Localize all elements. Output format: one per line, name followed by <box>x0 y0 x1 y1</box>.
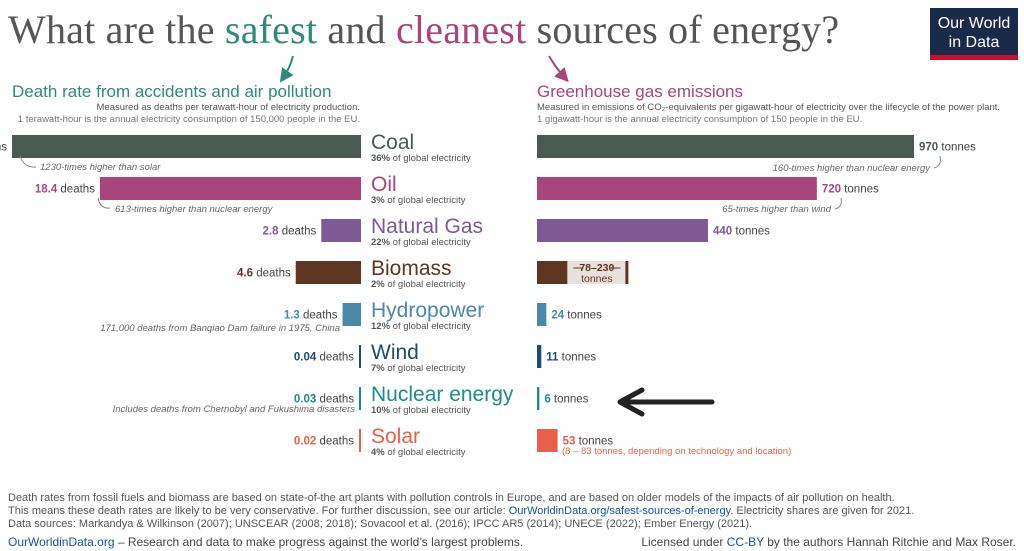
article-link[interactable]: OurWorldinData.org/safest-sources-of-ene… <box>508 505 731 517</box>
death-value-oil: 18.4 deaths <box>35 184 95 196</box>
title-text: What are the <box>8 7 225 52</box>
deaths-panel-subtitle2: 1 terawatt-hour is the annual electricit… <box>18 114 360 125</box>
logo-line1: Our World <box>937 15 1011 32</box>
license-link[interactable]: CC-BY <box>726 535 764 549</box>
ghg-bar-oil <box>537 177 817 200</box>
title-cleanest: cleanest <box>395 7 527 52</box>
ghg-range-label: 78–230 <box>579 262 614 274</box>
ghg-bar-solar <box>537 429 558 452</box>
ghg-value-hydropower: 24 tonnes <box>551 310 602 322</box>
ghg-value-coal: 970 tonnes <box>919 142 976 154</box>
site-credit: OurWorldinData.org – Research and data t… <box>8 535 523 549</box>
note-connector <box>933 155 941 169</box>
source-share-coal: 36% of global electricity <box>371 153 471 164</box>
death-value-natural-gas: 2.8 deaths <box>263 226 317 238</box>
death-bar-biomass <box>295 261 361 284</box>
death-value-solar: 0.02 deaths <box>294 436 354 448</box>
page-title: What are the safest and cleanest sources… <box>8 4 839 56</box>
note-connector <box>97 197 111 209</box>
note-connector <box>19 155 37 168</box>
source-share-solar: 4% of global electricity <box>371 447 466 458</box>
note-coal-ghg: 160-times higher than nuclear energy <box>773 163 932 174</box>
death-bar-oil <box>99 177 361 200</box>
source-label-coal: Coal <box>371 131 414 154</box>
ghg-range-band <box>567 261 627 284</box>
ghg-value-natural-gas: 440 tonnes <box>713 226 770 238</box>
source-share-wind: 7% of global electricity <box>371 363 466 374</box>
death-value-hydropower: 1.3 deaths <box>284 310 338 322</box>
source-label-hydropower: Hydropower <box>371 299 484 322</box>
ghg-value-solar: 53 tonnes <box>563 436 614 448</box>
death-value-biomass: 4.6 deaths <box>237 268 291 280</box>
ghg-bar-wind <box>537 345 542 368</box>
title-text: and <box>317 7 396 52</box>
cleanest-pointer-arrow <box>548 55 569 83</box>
source-label-wind: Wind <box>371 341 419 364</box>
death-bar-hydropower <box>342 303 361 326</box>
source-share-biomass: 2% of global electricity <box>371 279 466 290</box>
footer-line1: Death rates from fossil fuels and biomas… <box>8 492 895 504</box>
source-label-solar: Solar <box>371 425 420 448</box>
death-bar-nuclear-energy <box>359 387 361 410</box>
data-sources: Data sources: Markandya & Wilkinson (200… <box>8 518 753 530</box>
note-oil-ghg: 65-times higher than wind <box>722 204 831 215</box>
note-solar-ghg: (8 – 83 tonnes, depending on technology … <box>562 446 791 457</box>
death-bar-natural-gas <box>321 219 361 242</box>
logo-line2: in Data <box>948 34 1000 51</box>
ghg-range-unit: tonnes <box>581 273 613 285</box>
source-share-hydropower: 12% of global electricity <box>371 321 471 332</box>
nuclear-highlight-arrowhead <box>617 387 645 417</box>
ghg-value-nuclear-energy: 6 tonnes <box>544 394 588 406</box>
title-text: sources of energy? <box>526 7 840 52</box>
death-bar-solar <box>359 429 361 452</box>
footer-line2: This means these death rates are likely … <box>8 505 1018 518</box>
source-share-oil: 3% of global electricity <box>371 195 466 206</box>
death-bar-coal <box>12 135 361 158</box>
ghg-bar-nuclear-energy <box>537 387 540 410</box>
footer-text: . Electricity shares are given for 2021. <box>730 505 915 517</box>
note-nuclear-deaths: Includes deaths from Chernobyl and Fukus… <box>113 404 356 415</box>
source-label-biomass: Biomass <box>371 257 452 280</box>
ghg-bar-natural-gas <box>537 219 709 242</box>
title-safest: safest <box>224 7 318 52</box>
license-text: Licensed under <box>641 535 727 549</box>
ghg-value-wind: 11 tonnes <box>546 352 596 364</box>
death-value-nuclear-energy: 0.03 deaths <box>294 394 354 406</box>
ghg-panel-subtitle: Measured in emissions of CO₂-equivalents… <box>537 102 1000 113</box>
site-link[interactable]: OurWorldinData.org <box>8 535 115 549</box>
ghg-bar-hydropower <box>537 303 547 326</box>
note-oil-deaths: 613-times higher than nuclear energy <box>115 204 274 215</box>
note-connector <box>834 197 842 210</box>
deaths-panel-title: Death rate from accidents and air pollut… <box>12 82 331 101</box>
deaths-panel-subtitle: Measured as deaths per terawatt-hour of … <box>97 102 361 113</box>
source-label-oil: Oil <box>371 173 397 196</box>
note-hydropower-deaths: 171,000 deaths from Banqiao Dam failure … <box>100 323 340 334</box>
death-value-wind: 0.04 deaths <box>294 352 354 364</box>
safest-pointer-arrow <box>279 55 294 83</box>
license-credit: Licensed under CC-BY by the authors Hann… <box>641 535 1016 549</box>
source-label-nuclear-energy: Nuclear energy <box>371 383 514 406</box>
death-bar-wind <box>359 345 361 368</box>
footer-notes: Death rates from fossil fuels and biomas… <box>8 492 1018 531</box>
source-label-natural-gas: Natural Gas <box>371 215 483 238</box>
ghg-range-end <box>625 261 629 284</box>
ghg-panel-subtitle2: 1 gigawatt-hour is the annual electricit… <box>537 114 862 125</box>
tagline: – Research and data to make progress aga… <box>114 535 524 549</box>
owid-logo[interactable]: Our World in Data <box>930 8 1018 60</box>
source-share-natural-gas: 22% of global electricity <box>371 237 471 248</box>
license-text: by the authors Hannah Ritchie and Max Ro… <box>763 535 1016 549</box>
ghg-value-oil: 720 tonnes <box>822 184 879 196</box>
footer-text: This means these death rates are likely … <box>8 505 509 517</box>
energy-comparison-chart: Death rate from accidents and air pollut… <box>0 55 1000 458</box>
note-coal-deaths: 1230-times higher than solar <box>40 162 161 173</box>
ghg-panel-title: Greenhouse gas emissions <box>537 82 743 101</box>
ghg-bar-coal <box>537 135 914 158</box>
death-value-coal: 24.6 deaths <box>0 142 7 154</box>
source-share-nuclear-energy: 10% of global electricity <box>371 405 471 416</box>
